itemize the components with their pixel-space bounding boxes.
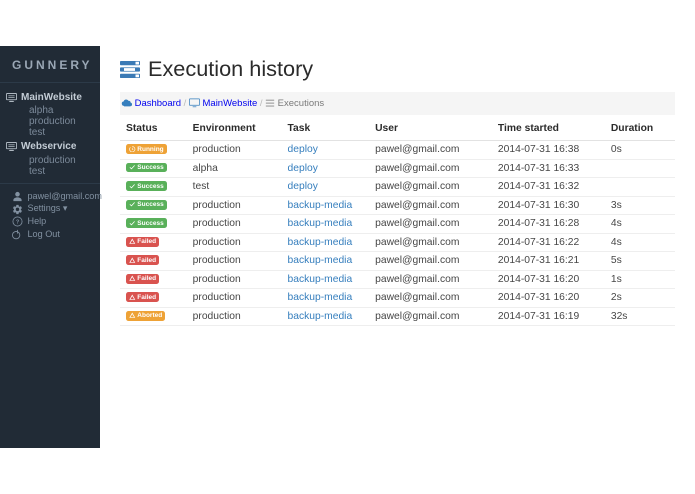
svg-text:?: ? xyxy=(16,220,20,226)
